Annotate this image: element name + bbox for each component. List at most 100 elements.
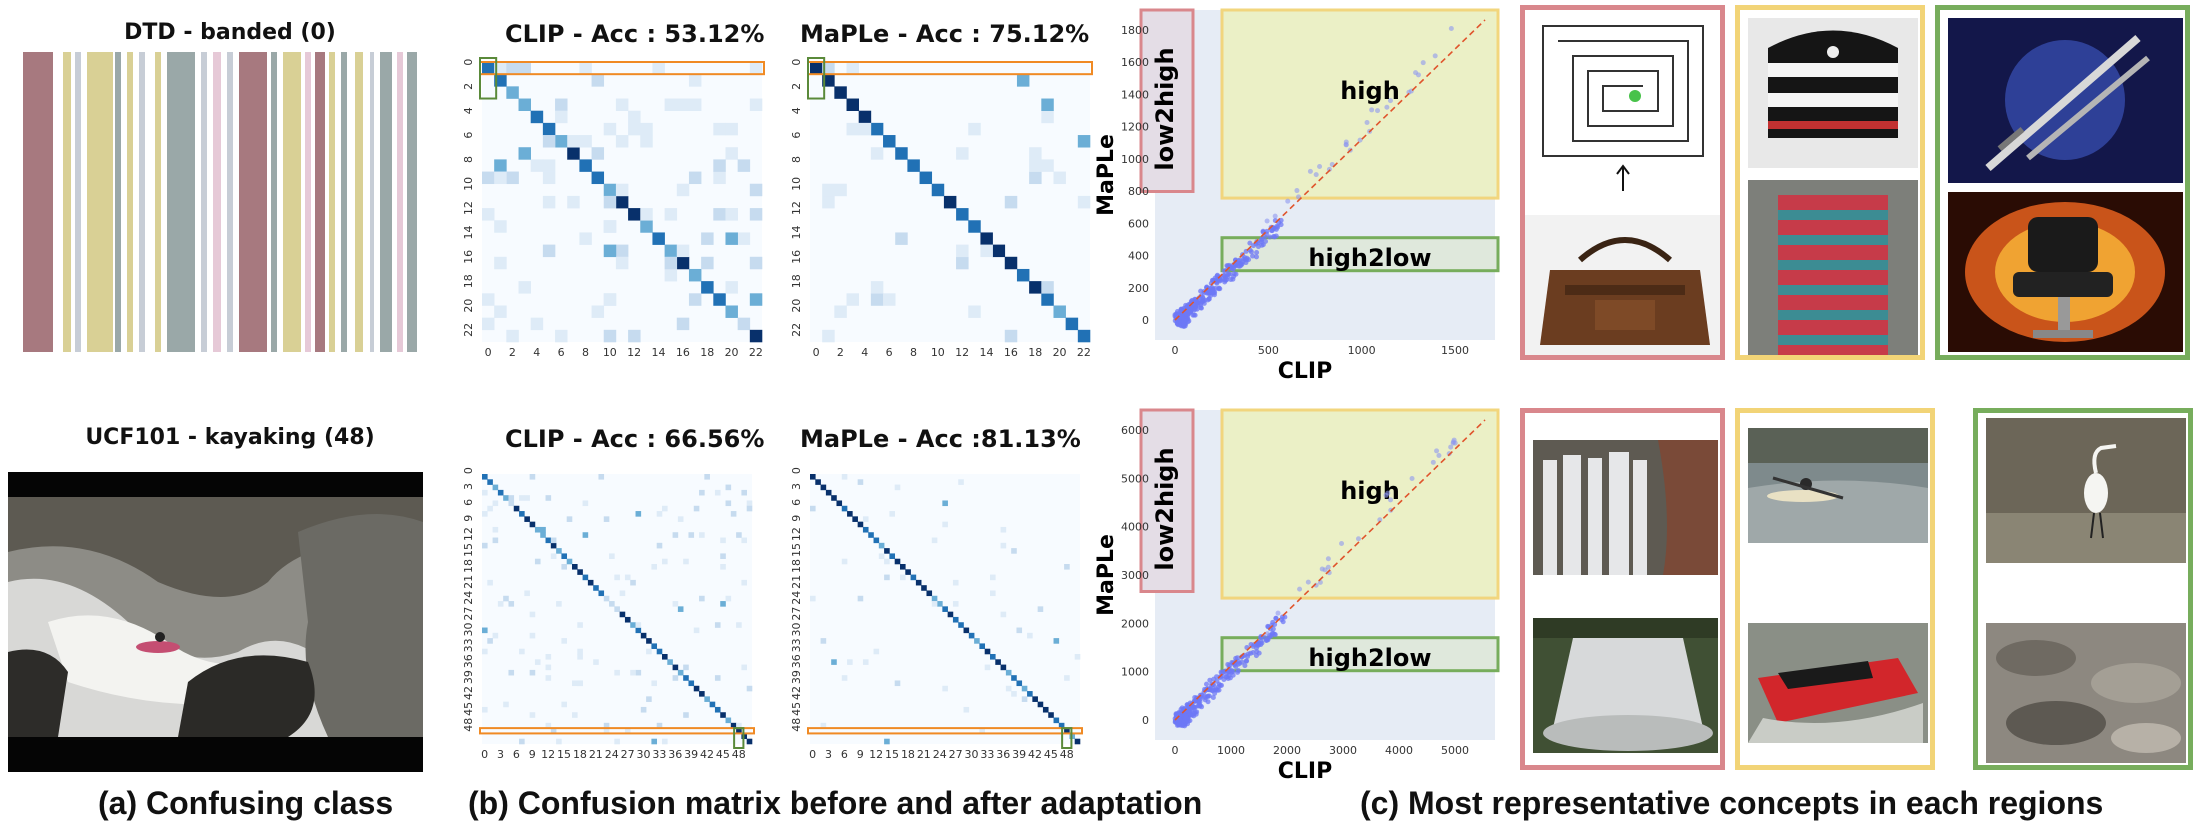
identity-line bbox=[1174, 19, 1486, 321]
offdiagonal-cell bbox=[725, 281, 738, 294]
offdiagonal-cell bbox=[487, 638, 493, 644]
diagonal-cell bbox=[831, 495, 837, 501]
diagonal-cell bbox=[672, 664, 679, 671]
diagonal-cell bbox=[952, 616, 959, 623]
diagonal-cell bbox=[652, 232, 665, 245]
scatter-point bbox=[1317, 164, 1323, 170]
diagonal-cell bbox=[701, 281, 714, 294]
card-low2high-dtd bbox=[1520, 5, 1725, 360]
offdiagonal-cell bbox=[1027, 632, 1033, 639]
diagonal-cell bbox=[518, 98, 531, 111]
offdiagonal-cell bbox=[846, 122, 859, 136]
diagonal-cell bbox=[889, 553, 896, 560]
diagonal-cell bbox=[561, 553, 568, 560]
offdiagonal-cell bbox=[614, 738, 620, 745]
x-tick-label: 20 bbox=[725, 346, 739, 359]
offdiagonal-cell bbox=[603, 516, 610, 522]
offdiagonal-cell bbox=[550, 728, 557, 734]
diagonal-cell bbox=[603, 595, 610, 602]
offdiagonal-cell bbox=[1011, 691, 1017, 697]
region-low2high bbox=[1139, 408, 1195, 593]
scatter-point bbox=[1176, 710, 1182, 716]
caption-a: (a) Confusing class bbox=[98, 785, 394, 821]
stripe bbox=[341, 52, 347, 352]
scatter-point bbox=[1247, 240, 1253, 246]
scatter-point bbox=[1206, 290, 1212, 296]
offdiagonal-cell bbox=[542, 195, 556, 209]
offdiagonal-cell bbox=[847, 659, 853, 665]
x-tick-label: 6 bbox=[841, 748, 848, 761]
diagonal-cell bbox=[714, 706, 721, 713]
scatter-point bbox=[1221, 676, 1227, 682]
diagonal-cell bbox=[513, 505, 520, 512]
diagonal-cell bbox=[542, 122, 556, 136]
y-tick-label: 2 bbox=[790, 83, 803, 90]
diagonal-cell bbox=[1005, 669, 1012, 676]
offdiagonal-cell bbox=[519, 495, 525, 501]
scatter-point bbox=[1272, 213, 1278, 219]
y-tick-label: 0 bbox=[462, 59, 475, 66]
offdiagonal-cell bbox=[713, 208, 726, 221]
x-tick-label: 3000 bbox=[1329, 744, 1357, 757]
diagonal-cell bbox=[1058, 722, 1065, 729]
diagonal-cell bbox=[651, 643, 658, 650]
offdiagonal-cell bbox=[688, 171, 702, 185]
offdiagonal-cell bbox=[931, 537, 938, 544]
diagonal-cell bbox=[492, 484, 499, 491]
offdiagonal-cell bbox=[822, 62, 835, 75]
offdiagonal-cell bbox=[1041, 281, 1054, 294]
diagonal-cell bbox=[968, 632, 975, 639]
offdiagonal-cell bbox=[508, 601, 515, 607]
scatter-point bbox=[1258, 239, 1264, 245]
y-tick-label: 18 bbox=[790, 274, 803, 288]
x-tick-label: 48 bbox=[732, 748, 746, 761]
offdiagonal-cell bbox=[683, 558, 689, 565]
scatter-point bbox=[1216, 687, 1222, 693]
y-tick-label: 9 bbox=[790, 515, 803, 522]
scatter-point bbox=[1202, 693, 1208, 699]
scatter-point bbox=[1448, 444, 1454, 450]
diagonal-cell bbox=[995, 659, 1001, 665]
offdiagonal-cell bbox=[956, 147, 969, 160]
scatter-point bbox=[1239, 659, 1245, 665]
x-tick-label: 39 bbox=[684, 748, 698, 761]
dtd-title: DTD - banded (0) bbox=[124, 20, 336, 45]
offdiagonal-cell bbox=[810, 595, 816, 602]
offdiagonal-cell bbox=[1077, 195, 1091, 209]
scatter-point bbox=[1207, 677, 1213, 683]
stripe bbox=[127, 52, 133, 352]
diagonal-cell bbox=[1041, 293, 1054, 306]
waterfall-image-2 bbox=[1533, 618, 1718, 753]
y-tick-label: 22 bbox=[462, 323, 475, 337]
offdiagonal-cell bbox=[482, 489, 488, 496]
card-high2low-ucf bbox=[1973, 408, 2193, 770]
offdiagonal-cell bbox=[737, 232, 751, 245]
scatter-point bbox=[1450, 439, 1456, 445]
offdiagonal-cell bbox=[503, 701, 509, 708]
scatter-point bbox=[1415, 72, 1421, 78]
y-tick-label: 2 bbox=[462, 83, 475, 90]
diagonal-cell bbox=[688, 680, 695, 687]
offdiagonal-cell bbox=[591, 147, 605, 160]
x-tick-label: 33 bbox=[652, 748, 666, 761]
offdiagonal-cell bbox=[1000, 611, 1007, 618]
y-tick-label: 3 bbox=[462, 483, 475, 490]
scatter-point bbox=[1226, 271, 1232, 277]
stripe bbox=[201, 52, 207, 352]
scatter-point bbox=[1235, 258, 1241, 264]
offdiagonal-cell bbox=[1016, 74, 1030, 87]
offdiagonal-cell bbox=[603, 722, 610, 729]
x-tick-label: 42 bbox=[700, 748, 714, 761]
card-low2high-ucf bbox=[1520, 408, 1725, 770]
offdiagonal-cell bbox=[615, 135, 629, 148]
scatter-point bbox=[1409, 476, 1415, 482]
scatter-point bbox=[1197, 702, 1203, 708]
stripe bbox=[227, 52, 233, 352]
diagonal-cell bbox=[915, 579, 922, 586]
offdiagonal-cell bbox=[942, 500, 948, 507]
diagonal-cell bbox=[725, 305, 738, 318]
scatter-point bbox=[1212, 275, 1218, 281]
scatter-point bbox=[1325, 556, 1331, 562]
offdiagonal-cell bbox=[1021, 696, 1028, 702]
offdiagonal-cell bbox=[846, 293, 859, 306]
